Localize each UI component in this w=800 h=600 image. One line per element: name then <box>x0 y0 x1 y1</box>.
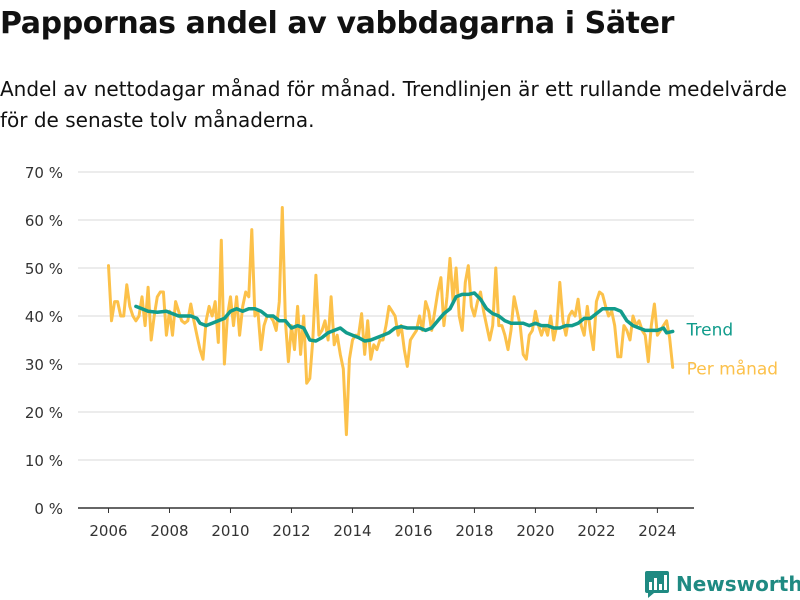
y-tick-label: 40 % <box>25 308 63 326</box>
x-tick-label: 2020 <box>516 522 554 540</box>
y-tick-label: 0 % <box>34 500 63 518</box>
x-tick-label: 2022 <box>577 522 615 540</box>
y-tick-label: 70 % <box>25 164 63 182</box>
x-tick-label: 2008 <box>150 522 188 540</box>
bar-chart-logo-icon <box>645 571 669 598</box>
chart-title: Pappornas andel av vabbdagarna i Säter <box>0 6 674 41</box>
series-line-trend <box>134 291 675 343</box>
x-tick-label: 2014 <box>333 522 371 540</box>
y-tick-label: 20 % <box>25 404 63 422</box>
x-tick-label: 2018 <box>455 522 493 540</box>
series-label-per-manad: Per månad <box>687 358 778 379</box>
x-tick-label: 2010 <box>211 522 249 540</box>
chart-subtitle: Andel av nettodagar månad för månad. Tre… <box>0 77 787 132</box>
y-tick-label: 30 % <box>25 356 63 374</box>
x-tick-label: 2012 <box>272 522 310 540</box>
x-tick-label: 2024 <box>638 522 676 540</box>
series-line-per-manad <box>107 206 675 437</box>
brand-name: Newsworthy <box>676 572 800 596</box>
y-tick-label: 60 % <box>25 212 63 230</box>
series-label-trend: Trend <box>686 320 734 340</box>
y-tick-label: 10 % <box>25 452 63 470</box>
line-chart: 0 % 10 % 20 % 30 % 40 % 50 % 60 % 70 % 2006 2008 2… <box>25 164 778 540</box>
newsworthy-logo: Newsworthy <box>644 570 800 598</box>
x-tick-label: 2006 <box>89 522 127 540</box>
x-tick-label: 2016 <box>394 522 432 540</box>
y-tick-label: 50 % <box>25 260 63 278</box>
